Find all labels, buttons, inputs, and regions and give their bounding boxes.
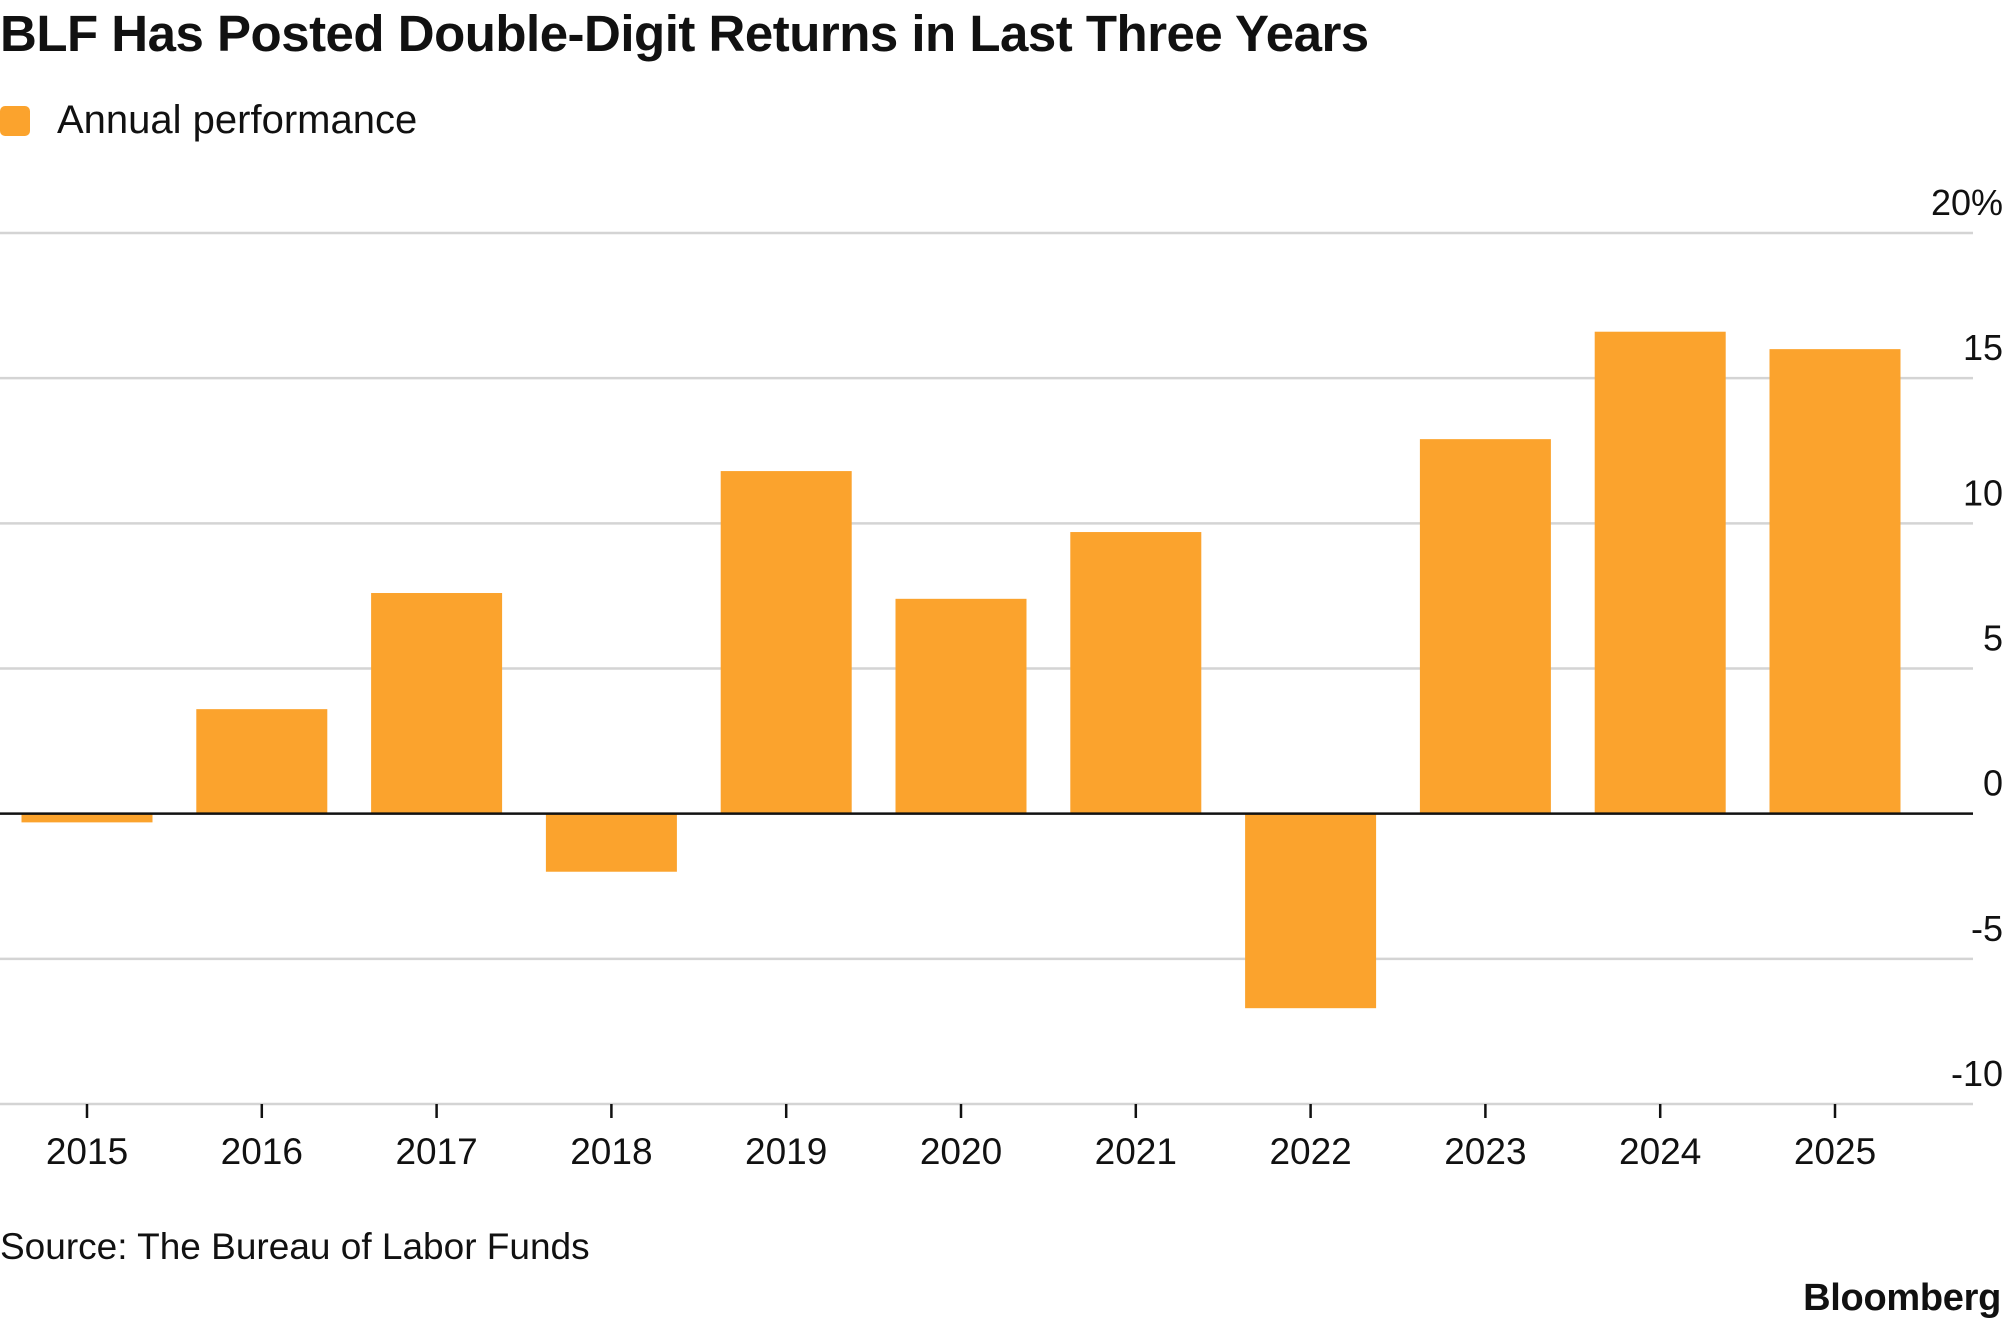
chart-title: BLF Has Posted Double-Digit Returns in L…: [0, 5, 1369, 62]
x-tick-label: 2019: [745, 1131, 827, 1172]
x-tick-label: 2022: [1269, 1131, 1351, 1172]
x-tick-label: 2021: [1095, 1131, 1177, 1172]
bar-2020: [895, 598, 1027, 814]
y-tick-label: 10: [1963, 472, 2003, 513]
y-axis-labels: 20% 15 10 5 0 -5 -10: [1931, 182, 2003, 1094]
bar-2021: [1070, 532, 1202, 814]
x-tick-label: 2015: [46, 1131, 128, 1172]
x-tick-label: 2020: [920, 1131, 1002, 1172]
bars: [21, 331, 1901, 1009]
bar-2023: [1419, 439, 1551, 814]
y-tick-label: -10: [1951, 1053, 2003, 1094]
x-tick-label: 2016: [221, 1131, 303, 1172]
y-tick-label: 0: [1983, 763, 2003, 804]
bar-2019: [720, 471, 852, 814]
y-tick-label: -5: [1971, 908, 2003, 949]
x-tick-label: 2025: [1794, 1131, 1876, 1172]
bar-2024: [1594, 331, 1726, 814]
y-tick-label: 15: [1963, 327, 2003, 368]
x-tick-label: 2018: [570, 1131, 652, 1172]
x-tick-label: 2024: [1619, 1131, 1701, 1172]
legend-label: Annual performance: [57, 98, 418, 142]
bar-2025: [1769, 349, 1901, 814]
x-tick-label: 2023: [1444, 1131, 1526, 1172]
x-tick-label: 2017: [395, 1131, 477, 1172]
bar-2017: [371, 593, 503, 814]
bar-2022: [1245, 813, 1377, 1009]
x-axis: 2015 2016 2017 2018 2019 2020 2021 2022 2023 2024…: [46, 1104, 1876, 1172]
brand-logo: Bloomberg: [1803, 1277, 2001, 1319]
source-note: Source: The Bureau of Labor Funds: [0, 1226, 590, 1267]
y-tick-label: 5: [1983, 618, 2003, 659]
legend-swatch: [0, 105, 30, 136]
bar-2016: [196, 709, 328, 814]
y-tick-label: 20%: [1931, 182, 2003, 223]
legend: Annual performance: [0, 98, 417, 143]
bar-2015: [21, 813, 153, 823]
bar-2018: [545, 813, 677, 872]
